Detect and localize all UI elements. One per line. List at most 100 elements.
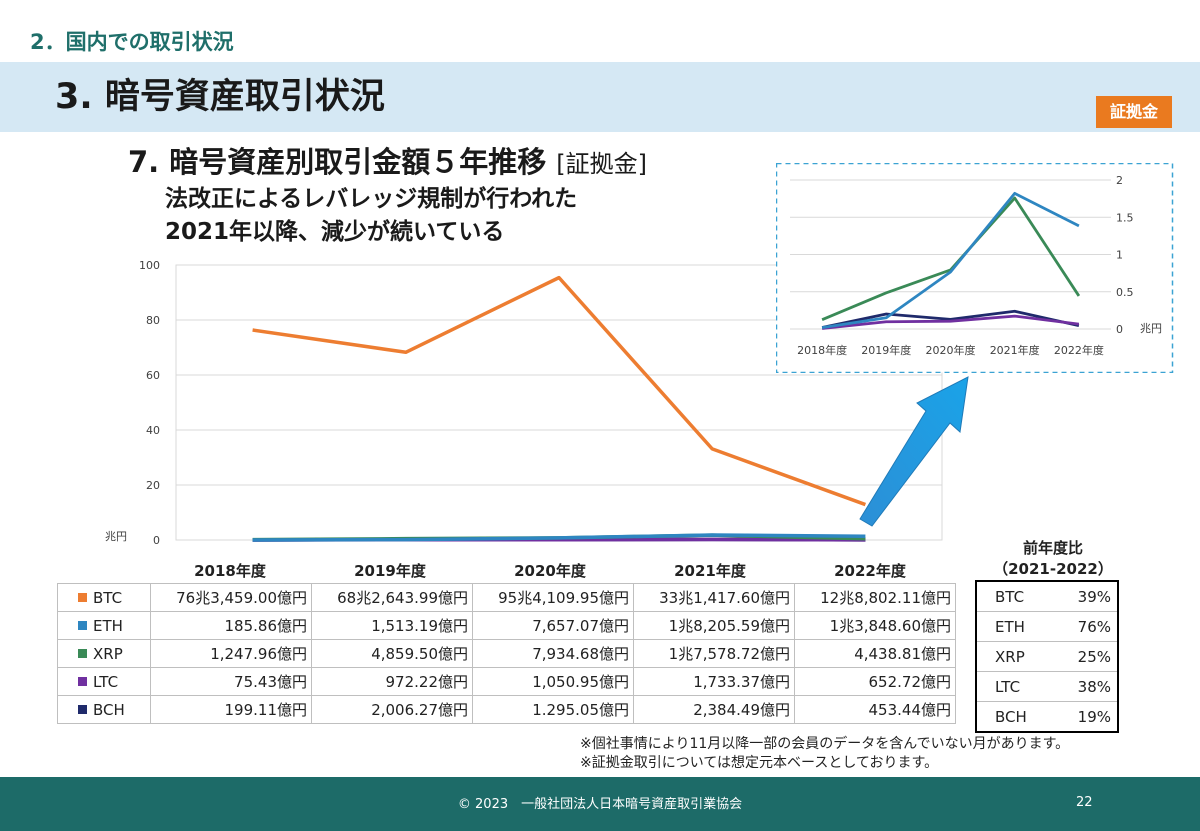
ratio-value: 76% xyxy=(1058,611,1118,642)
ratio-row: LTC 38% xyxy=(976,671,1118,702)
ratio-row: ETH 76% xyxy=(976,611,1118,642)
page-number: 22 xyxy=(1076,795,1093,810)
ratio-row: XRP 25% xyxy=(976,641,1118,672)
table-cell: 4,859.50億円 xyxy=(311,639,473,668)
inset-series-line-ltc xyxy=(821,314,1080,330)
inset-x-tick-label: 2022年度 xyxy=(1054,343,1104,357)
inset-x-tick-label: 2020年度 xyxy=(926,343,976,357)
inset-line-chart: 0 0.5 1 1.5 2 兆円 2018年度 2019年度 2020年度 2021年度 202… xyxy=(776,163,1174,373)
table-cell: 1兆8,205.59億円 xyxy=(633,611,795,640)
ratio-value: 19% xyxy=(1058,701,1118,732)
table-row-label-text: XRP xyxy=(93,644,123,663)
table-cell: 4,438.81億円 xyxy=(794,639,956,668)
legend-swatch-icon xyxy=(78,620,87,630)
table-row: XRP 1,247.96億円 4,859.50億円 7,934.68億円 1兆7,578… xyxy=(57,639,956,668)
inset-series-line-eth xyxy=(821,191,1080,329)
main-y-tick-label: 100 xyxy=(139,259,160,272)
table-row-label: BCH xyxy=(57,695,151,724)
chart-heading: 7. 暗号資産別取引金額５年推移 [証拠金] xyxy=(128,139,647,181)
table-cell: 33兆1,417.60億円 xyxy=(633,583,795,612)
inset-x-tick-label: 2021年度 xyxy=(990,343,1040,357)
table-row-label: XRP xyxy=(57,639,151,668)
ratio-title-line-1: 前年度比 xyxy=(1022,539,1083,557)
ratio-label: LTC xyxy=(976,671,1058,702)
main-series-line-eth xyxy=(252,533,866,542)
chart-heading-tag: [証拠金] xyxy=(556,150,648,178)
table-row: BTC 76兆3,459.00億円 68兆2,643.99億円 95兆4,109.95… xyxy=(57,583,956,612)
table-row-label: ETH xyxy=(57,611,151,640)
inset-frame xyxy=(776,163,1174,373)
inset-y-tick-label: 1 xyxy=(1116,249,1123,262)
main-y-tick-label: 0 xyxy=(153,534,160,547)
table-year-header: 2022年度 xyxy=(834,562,906,580)
table-cell: 2,384.49億円 xyxy=(633,695,795,724)
table-cell: 199.11億円 xyxy=(150,695,312,724)
main-series-line-btc xyxy=(252,275,866,507)
table-row: LTC 75.43億円 972.22億円 1,050.95億円 1,733.37億円 65… xyxy=(57,667,956,696)
table-row: BCH 199.11億円 2,006.27億円 1.295.05億円 2,384.49億… xyxy=(57,695,956,724)
table-cell: 2,006.27億円 xyxy=(311,695,473,724)
table-year-header: 2020年度 xyxy=(514,562,586,580)
data-table: BTC 76兆3,459.00億円 68兆2,643.99億円 95兆4,109.95… xyxy=(57,583,956,724)
table-cell: 7,934.68億円 xyxy=(472,639,634,668)
main-y-tick-label: 80 xyxy=(146,314,160,327)
table-row-label: LTC xyxy=(57,667,151,696)
main-y-tick-label: 20 xyxy=(146,479,160,492)
note-1: ※個社事情により11月以降一部の会員のデータを含んでいない月があります。 xyxy=(580,736,1070,752)
main-y-unit-label: 兆円 xyxy=(105,530,127,543)
table-cell: 12兆8,802.11億円 xyxy=(794,583,956,612)
ratio-label: ETH xyxy=(976,611,1058,642)
page-title: 3. 暗号資産取引状況 xyxy=(55,77,385,117)
table-cell: 1兆7,578.72億円 xyxy=(633,639,795,668)
table-row-label-text: BTC xyxy=(93,588,123,607)
ratio-table: BTC 39% ETH 76% XRP 25% LTC 38% BCH 19% xyxy=(975,580,1119,733)
inset-x-tick-label: 2019年度 xyxy=(861,343,911,357)
ratio-title: 前年度比 （2021-2022） xyxy=(975,538,1131,580)
table-cell: 652.72億円 xyxy=(794,667,956,696)
table-row-label: BTC xyxy=(57,583,151,612)
table-row-label-text: LTC xyxy=(93,672,119,691)
table-cell: 1,733.37億円 xyxy=(633,667,795,696)
table-cell: 185.86億円 xyxy=(150,611,312,640)
table-row: ETH 185.86億円 1,513.19億円 7,657.07億円 1兆8,205.5… xyxy=(57,611,956,640)
ratio-label: BCH xyxy=(976,701,1058,732)
lead-text: 法改正によるレバレッジ規制が行われた 2021年以降、減少が続いている xyxy=(165,183,577,249)
table-row-label-text: BCH xyxy=(93,700,125,719)
inset-y-tick-label: 2 xyxy=(1116,174,1123,187)
inset-y-unit-label: 兆円 xyxy=(1140,322,1162,335)
ratio-label: XRP xyxy=(976,641,1058,672)
inset-y-tick-label: 1.5 xyxy=(1116,211,1134,224)
section-heading: 2．国内での取引状況 xyxy=(30,30,234,54)
table-cell: 68兆2,643.99億円 xyxy=(311,583,473,612)
legend-swatch-icon xyxy=(78,592,87,602)
table-year-header: 2018年度 xyxy=(194,562,266,580)
footer-bar xyxy=(0,777,1200,831)
title-band xyxy=(0,62,1200,132)
ratio-title-line-2: （2021-2022） xyxy=(993,560,1113,578)
inset-y-tick-label: 0 xyxy=(1116,323,1123,336)
ratio-label: BTC xyxy=(995,587,1025,606)
legend-swatch-icon xyxy=(78,676,87,686)
legend-swatch-icon xyxy=(78,648,87,658)
note-2: ※証拠金取引については想定元本ベースとしております。 xyxy=(580,755,939,771)
margin-badge: 証拠金 xyxy=(1096,96,1172,128)
lead-line-2: 2021年以降、減少が続いている xyxy=(165,219,505,245)
ratio-row: BTC 39% xyxy=(976,581,1118,612)
chart-heading-text: 7. 暗号資産別取引金額５年推移 xyxy=(128,145,547,179)
table-cell: 1.295.05億円 xyxy=(472,695,634,724)
table-cell: 95兆4,109.95億円 xyxy=(472,583,634,612)
inset-y-tick-label: 0.5 xyxy=(1116,286,1134,299)
ratio-value: 38% xyxy=(1058,671,1118,702)
table-cell: 972.22億円 xyxy=(311,667,473,696)
table-cell: 1,247.96億円 xyxy=(150,639,312,668)
ratio-row: BCH 19% xyxy=(976,701,1118,732)
table-year-header: 2019年度 xyxy=(354,562,426,580)
table-cell: 7,657.07億円 xyxy=(472,611,634,640)
lead-line-1: 法改正によるレバレッジ規制が行われた xyxy=(165,186,578,212)
inset-x-tick-label: 2018年度 xyxy=(797,343,847,357)
ratio-value: 39% xyxy=(1077,587,1111,606)
copyright: © 2023 一般社団法人日本暗号資産取引業協会 xyxy=(457,797,743,812)
table-cell: 75.43億円 xyxy=(150,667,312,696)
table-cell: 453.44億円 xyxy=(794,695,956,724)
table-cell: 76兆3,459.00億円 xyxy=(150,583,312,612)
